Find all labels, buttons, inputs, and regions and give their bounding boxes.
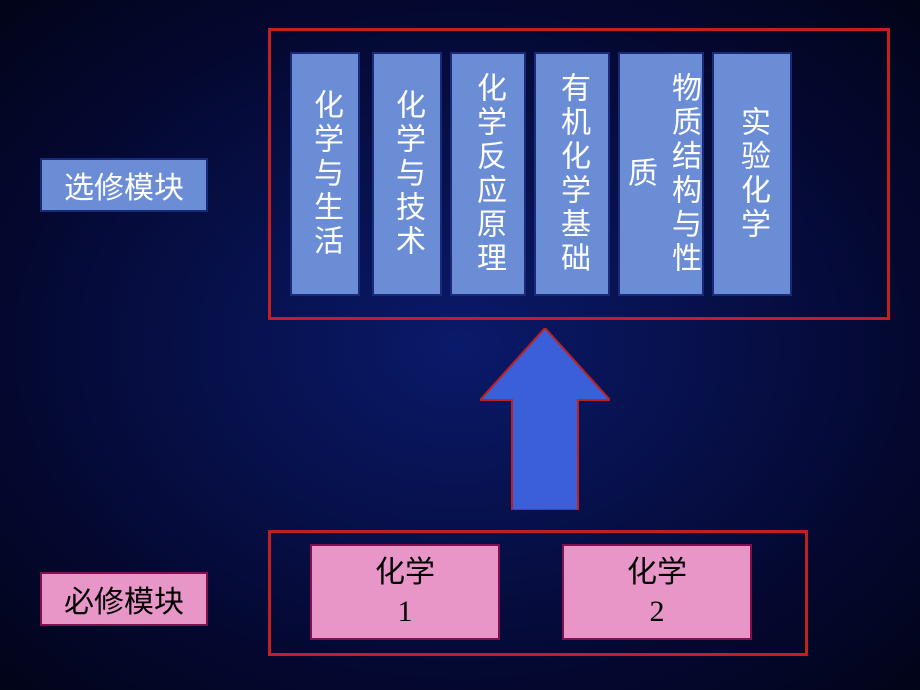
elective-box-1: 化学与技术 (372, 52, 442, 296)
required-label: 必修模块 (40, 572, 208, 626)
elective-box-4: 物质结构与性质 (618, 52, 704, 296)
elective-box-4-text: 物质结构与性质 (617, 64, 705, 284)
elective-box-3: 有机化学基础 (534, 52, 610, 296)
required-label-text: 必修模块 (64, 577, 184, 621)
elective-box-0-text: 化学与生活 (303, 89, 347, 259)
required-box-0-line1: 化学 (375, 553, 435, 592)
up-arrow-shape (480, 328, 610, 510)
elective-box-2: 化学反应原理 (450, 52, 526, 296)
elective-box-3-text: 有机化学基础 (550, 72, 594, 276)
elective-box-5: 实验化学 (712, 52, 792, 296)
required-box-0: 化学 1 (310, 544, 500, 640)
required-box-1: 化学 2 (562, 544, 752, 640)
elective-box-1-text: 化学与技术 (385, 89, 429, 259)
elective-box-0: 化学与生活 (290, 52, 360, 296)
up-arrow-icon (480, 328, 610, 510)
elective-label-text: 选修模块 (64, 163, 184, 207)
elective-label: 选修模块 (40, 158, 208, 212)
required-box-1-line2: 2 (650, 592, 665, 631)
required-box-1-line1: 化学 (627, 553, 687, 592)
elective-box-5-text: 实验化学 (730, 106, 774, 242)
elective-box-2-text: 化学反应原理 (466, 72, 510, 276)
required-box-0-line2: 1 (398, 592, 413, 631)
